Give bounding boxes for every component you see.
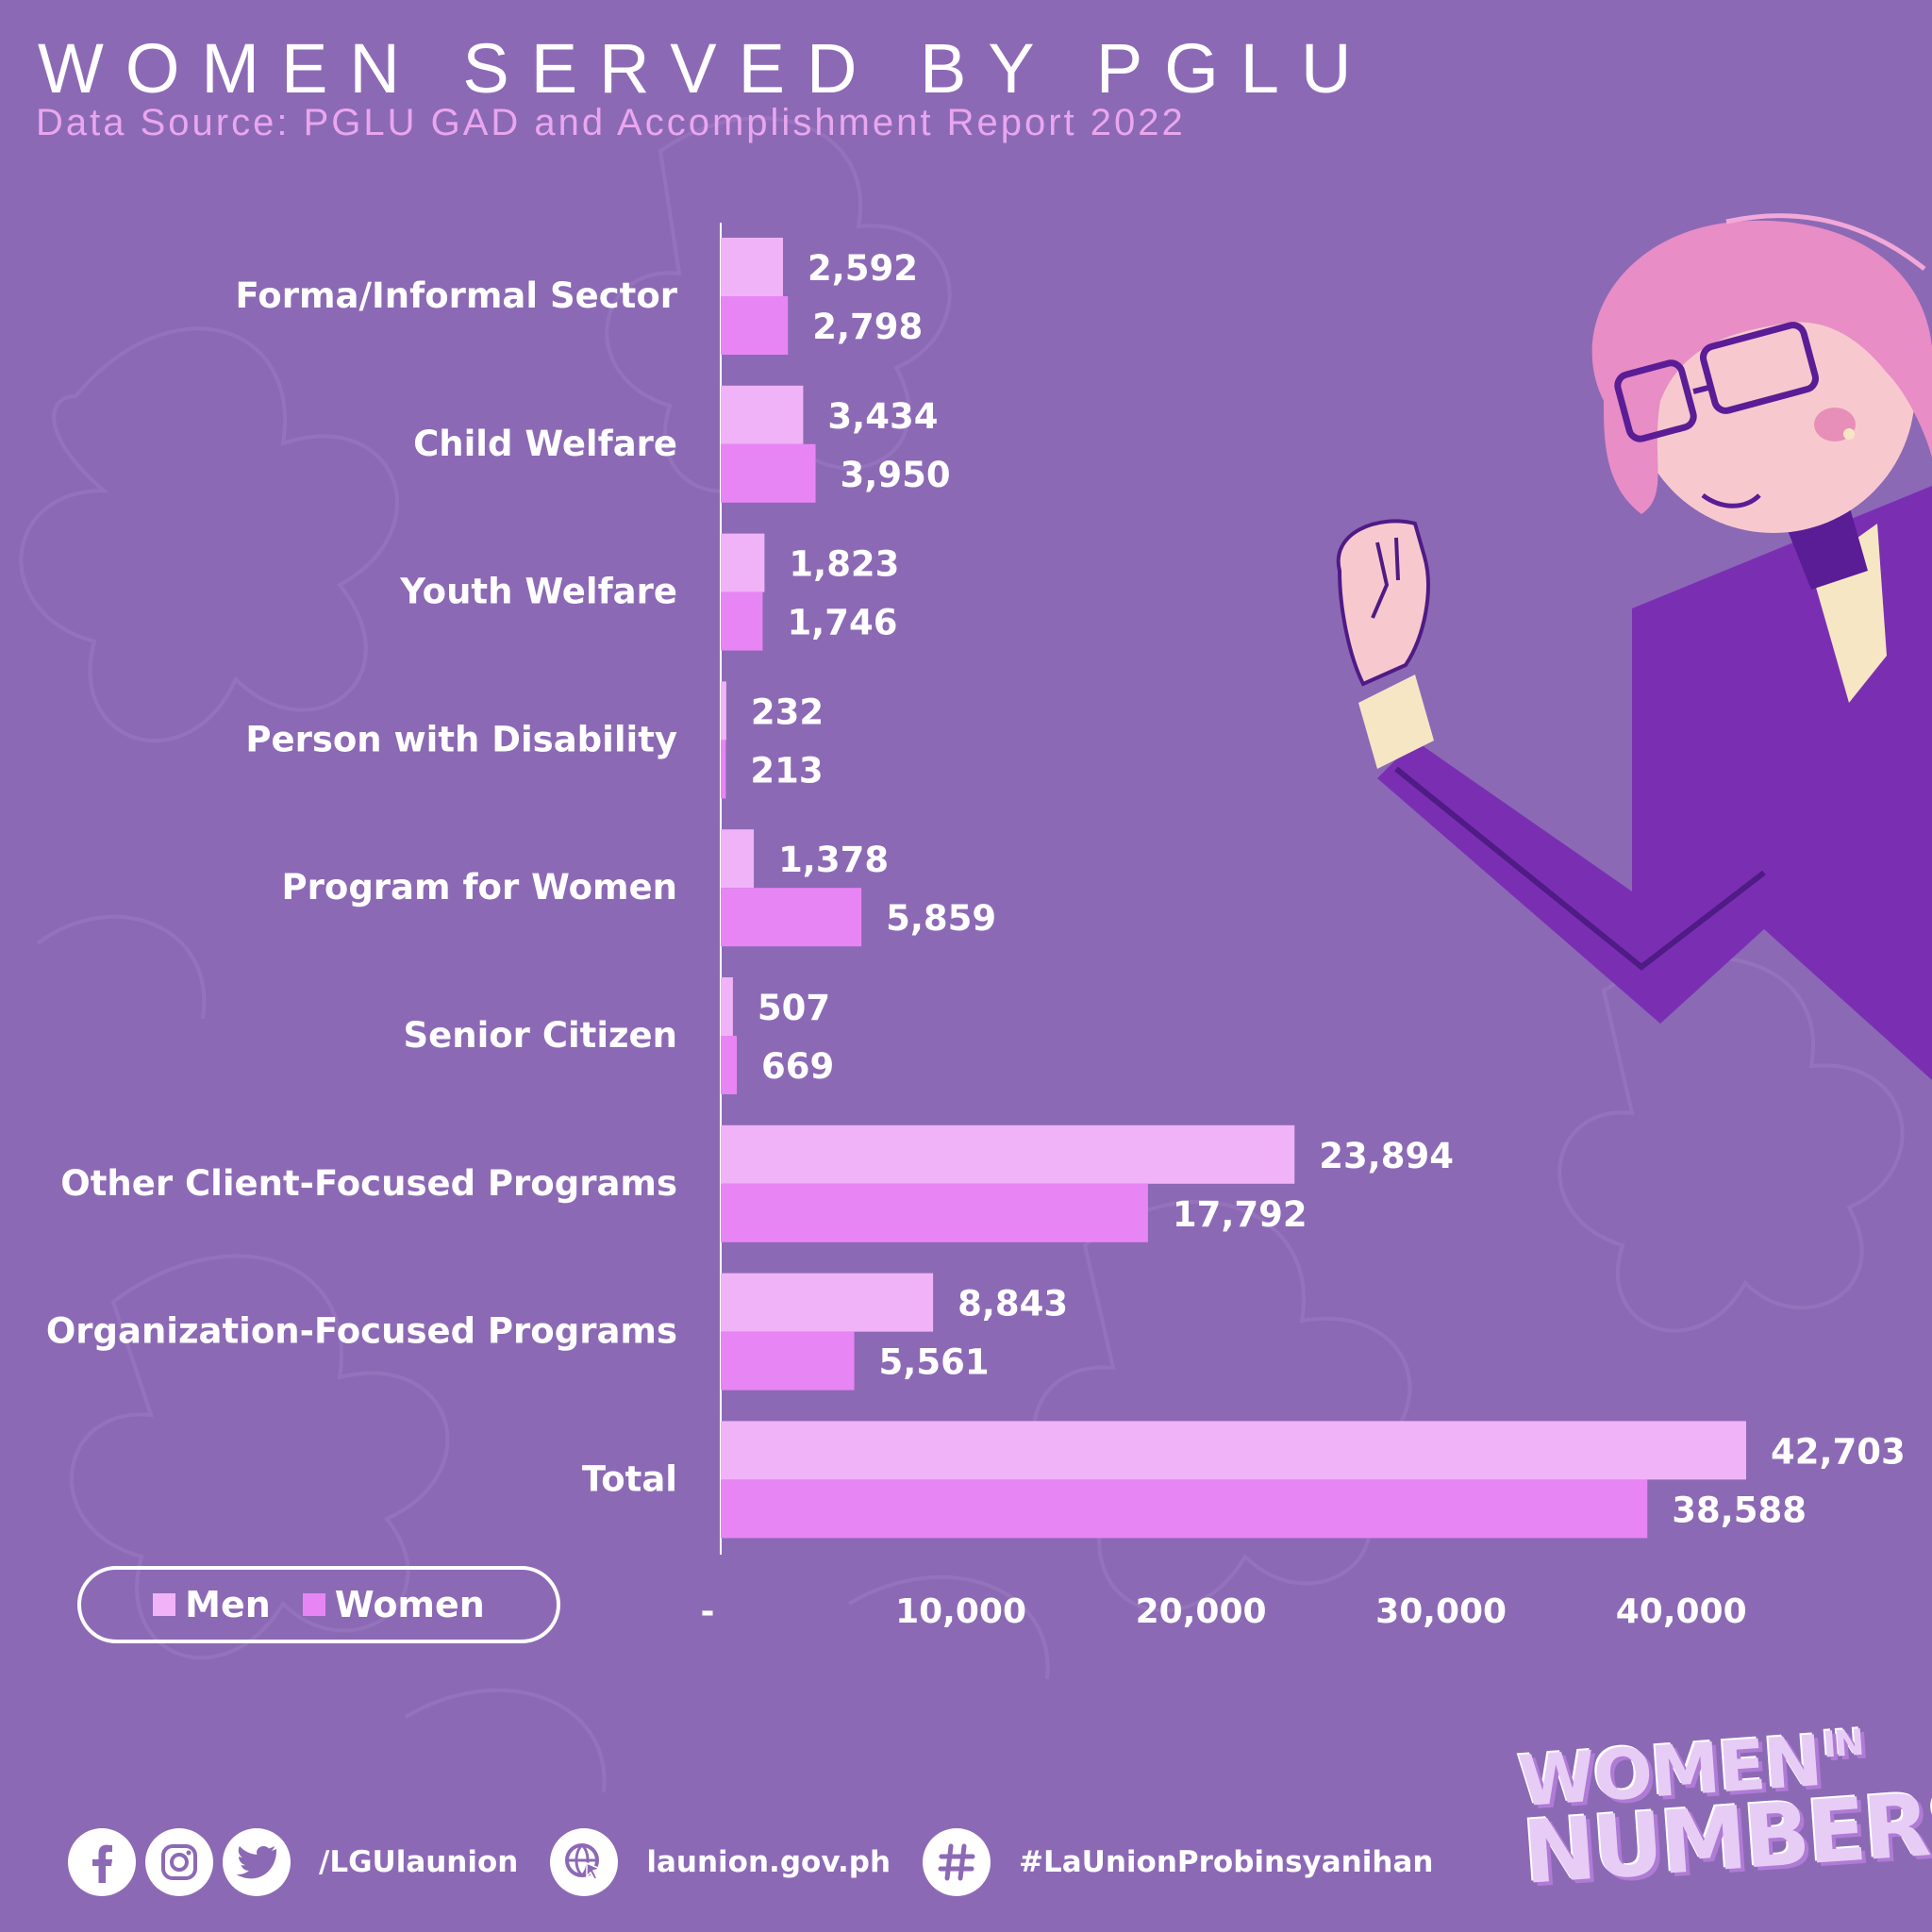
category-label: Senior Citizen xyxy=(404,1015,678,1056)
bar-women xyxy=(721,591,763,651)
x-tick-label: 40,000 xyxy=(1616,1592,1747,1631)
data-label-men: 1,378 xyxy=(778,840,889,880)
data-label-women: 213 xyxy=(750,750,823,791)
legend-swatch-women xyxy=(302,1593,325,1616)
bar-men xyxy=(721,1273,934,1332)
bar-women xyxy=(721,1036,738,1094)
globe-cursor-icon[interactable] xyxy=(550,1828,619,1896)
data-label-men: 1,823 xyxy=(789,544,899,585)
legend-label-women: Women xyxy=(334,1584,485,1625)
data-label-women: 5,859 xyxy=(886,898,996,939)
bar-men xyxy=(721,829,755,889)
data-label-women: 1,746 xyxy=(787,603,897,643)
bar-men xyxy=(721,977,733,1036)
footer-social-bar: /LGUlaunion launion.gov.ph #LaUnionProbi… xyxy=(68,1828,1456,1896)
page-title: WOMEN SERVED BY PGLU xyxy=(38,29,1374,108)
data-label-women: 3,950 xyxy=(841,455,951,495)
category-label: Other Client-Focused Programs xyxy=(60,1163,677,1204)
category-label: Total xyxy=(582,1458,677,1499)
facebook-icon[interactable] xyxy=(68,1828,136,1896)
woman-illustration xyxy=(1336,213,1932,1080)
data-label-women: 38,588 xyxy=(1672,1490,1807,1530)
hashtag-icon[interactable] xyxy=(923,1828,991,1896)
x-tick-label: 10,000 xyxy=(895,1592,1026,1631)
category-label: Person with Disability xyxy=(245,719,677,759)
bar-men xyxy=(721,681,726,741)
data-label-women: 669 xyxy=(761,1046,834,1087)
women-in-numbers-logo: WOMENIN NUMBERS xyxy=(1516,1718,1932,1905)
chart-legend: Men Women xyxy=(77,1566,560,1643)
bar-men xyxy=(721,385,804,444)
data-label-men: 23,894 xyxy=(1319,1136,1454,1176)
bar-women xyxy=(721,296,789,355)
category-label: Organization-Focused Programs xyxy=(46,1311,677,1352)
logo-line-2: NUMBERS xyxy=(1520,1770,1932,1905)
bar-women xyxy=(721,1331,855,1391)
bar-men xyxy=(721,238,783,296)
x-tick-label: - xyxy=(701,1592,715,1631)
category-label: Forma/Informal Sector xyxy=(236,275,678,316)
data-label-women: 17,792 xyxy=(1173,1194,1307,1235)
data-label-men: 507 xyxy=(758,988,830,1028)
x-tick-label: 20,000 xyxy=(1136,1592,1267,1631)
legend-item-men: Men xyxy=(153,1584,271,1625)
twitter-icon[interactable] xyxy=(223,1828,291,1896)
data-label-men: 8,843 xyxy=(958,1284,1068,1324)
data-label-men: 42,703 xyxy=(1771,1431,1906,1472)
data-label-men: 3,434 xyxy=(827,396,938,437)
category-label: Program for Women xyxy=(282,867,677,908)
data-label-men: 2,592 xyxy=(808,248,918,289)
legend-swatch-men xyxy=(153,1593,176,1616)
data-label-women: 2,798 xyxy=(812,307,923,347)
bar-women xyxy=(721,1183,1148,1242)
data-source-subtitle: Data Source: PGLU GAD and Accomplishment… xyxy=(36,102,1186,143)
bar-women xyxy=(721,740,726,799)
data-label-women: 5,561 xyxy=(879,1342,990,1383)
bar-men xyxy=(721,533,765,592)
category-label: Child Welfare xyxy=(413,424,677,464)
bar-women xyxy=(721,888,862,947)
bar-men xyxy=(721,1421,1746,1480)
bar-men xyxy=(721,1124,1295,1184)
bar-women xyxy=(721,443,816,503)
legend-item-women: Women xyxy=(302,1584,485,1625)
legend-label-men: Men xyxy=(185,1584,271,1625)
campaign-hashtag[interactable]: #LaUnionProbinsyanihan xyxy=(1019,1845,1434,1879)
category-label: Youth Welfare xyxy=(399,572,677,612)
bar-women xyxy=(721,1479,1648,1539)
social-handle[interactable]: /LGUlaunion xyxy=(319,1845,519,1879)
website-link[interactable]: launion.gov.ph xyxy=(646,1845,891,1879)
data-label-men: 232 xyxy=(751,691,824,732)
x-tick-label: 30,000 xyxy=(1375,1592,1507,1631)
instagram-icon[interactable] xyxy=(145,1828,213,1896)
